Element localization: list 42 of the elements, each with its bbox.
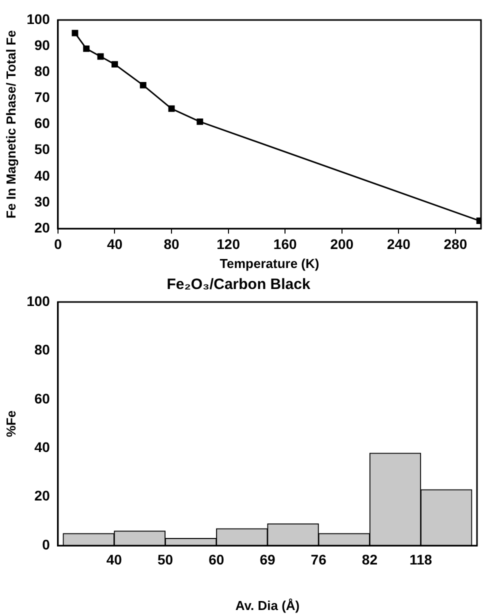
y-tick-label: 80 <box>34 342 50 358</box>
x-tick-label: 120 <box>216 236 240 252</box>
y-tick-label: 30 <box>34 193 50 210</box>
x-tick-label: 280 <box>444 236 468 252</box>
text: 40 <box>106 551 122 568</box>
text: 76 <box>310 551 327 568</box>
x-tick-label: 80 <box>164 236 180 252</box>
y-tick-label: 60 <box>34 390 50 406</box>
text: 82 <box>362 551 378 568</box>
point <box>196 118 204 125</box>
point <box>168 105 175 112</box>
point <box>97 53 104 60</box>
text: 69 <box>260 551 276 568</box>
x-tick-label: 40 <box>106 236 123 252</box>
y-tick-label: 0 <box>42 536 50 552</box>
y-tick-label: 70 <box>34 89 50 106</box>
x-tick-label: 200 <box>330 236 354 252</box>
y-tick-label: 50 <box>34 141 50 158</box>
x-axis-title: Temperature (K) <box>220 256 320 271</box>
y-tick-label: 20 <box>34 488 50 504</box>
y-tick-label: 80 <box>34 63 50 80</box>
point <box>83 45 90 52</box>
y-tick-label: 100 <box>26 10 50 27</box>
y-axis-title: %Fe <box>3 410 18 438</box>
point <box>72 30 78 36</box>
chart-title: Fe₂O₃/Carbon Black <box>166 276 311 294</box>
text: 50 <box>157 551 174 568</box>
y-tick-label: 60 <box>34 115 50 132</box>
y-axis-title: Fe In Magnetic Phase/ Total Fe <box>3 30 18 218</box>
x-tick-label: 0 <box>54 236 62 252</box>
y-tick-label: 100 <box>26 292 50 309</box>
point <box>112 61 118 68</box>
x-axis-title: Av. Dia (Å) <box>235 598 300 613</box>
y-tick-label: 40 <box>34 167 50 184</box>
point <box>140 82 146 88</box>
text: 118 <box>409 551 432 568</box>
y-tick-label: 20 <box>34 219 50 236</box>
x-tick-label: 160 <box>273 236 297 252</box>
text: 60 <box>208 551 224 568</box>
y-tick-label: 90 <box>34 36 50 53</box>
x-tick-label: 240 <box>386 236 411 252</box>
y-tick-label: 40 <box>34 439 50 456</box>
